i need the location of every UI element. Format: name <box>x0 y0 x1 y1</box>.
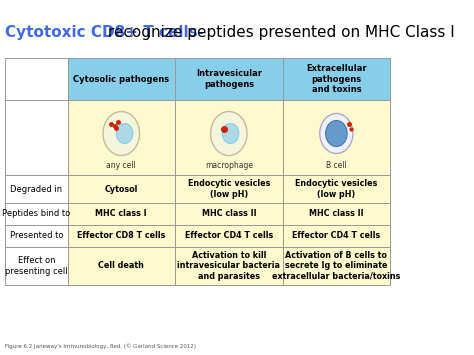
Bar <box>67 58 175 100</box>
Circle shape <box>222 124 239 143</box>
Text: Activation of B cells to
secrete Ig to eliminate
extracellular bacteria/toxins: Activation of B cells to secrete Ig to e… <box>272 251 401 281</box>
Bar <box>5 203 67 225</box>
Text: Cytotoxic CD8+ T cells-: Cytotoxic CD8+ T cells- <box>5 25 204 40</box>
Text: Effect on
presenting cell: Effect on presenting cell <box>5 256 68 276</box>
Text: Cytosol: Cytosol <box>105 185 138 193</box>
Text: Intravesicular
pathogens: Intravesicular pathogens <box>196 69 262 89</box>
Text: Endocytic vesicles
(low pH): Endocytic vesicles (low pH) <box>295 179 378 199</box>
Bar <box>67 100 175 175</box>
Circle shape <box>320 114 353 153</box>
Text: Peptides bind to: Peptides bind to <box>2 209 71 218</box>
Bar <box>175 247 283 285</box>
Text: Effector CD4 T cells: Effector CD4 T cells <box>292 231 381 240</box>
Circle shape <box>116 124 133 143</box>
Circle shape <box>210 111 247 155</box>
Text: MHC class I: MHC class I <box>95 209 147 218</box>
Bar <box>5 175 67 203</box>
Text: Degraded in: Degraded in <box>10 185 63 193</box>
Text: Effector CD8 T cells: Effector CD8 T cells <box>77 231 165 240</box>
Text: macrophage: macrophage <box>205 161 253 170</box>
Bar <box>283 225 390 247</box>
Bar <box>175 175 283 203</box>
Text: B cell: B cell <box>326 161 347 170</box>
Bar <box>175 58 283 100</box>
Bar <box>5 58 67 100</box>
Bar <box>5 100 67 175</box>
Text: MHC class II: MHC class II <box>201 209 256 218</box>
Bar <box>283 58 390 100</box>
Bar <box>67 203 175 225</box>
Text: Effector CD4 T cells: Effector CD4 T cells <box>185 231 273 240</box>
Text: Figure 6.2 Janeway's Immunobiology, 8ed. (© Garland Science 2012): Figure 6.2 Janeway's Immunobiology, 8ed.… <box>5 343 196 349</box>
Text: Cytosolic pathogens: Cytosolic pathogens <box>73 75 169 83</box>
Text: Endocytic vesicles
(low pH): Endocytic vesicles (low pH) <box>188 179 270 199</box>
Bar <box>283 175 390 203</box>
Text: Activation to kill
intravesicular bacteria
and parasites: Activation to kill intravesicular bacter… <box>177 251 280 281</box>
Bar <box>67 225 175 247</box>
Text: MHC class II: MHC class II <box>309 209 364 218</box>
Text: Cell death: Cell death <box>99 262 144 271</box>
Text: any cell: any cell <box>107 161 136 170</box>
Bar <box>67 175 175 203</box>
Bar <box>283 203 390 225</box>
Circle shape <box>103 111 139 155</box>
Text: recognize peptides presented on MHC Class I: recognize peptides presented on MHC Clas… <box>103 25 455 40</box>
Bar <box>283 100 390 175</box>
Bar <box>175 203 283 225</box>
Text: Presented to: Presented to <box>9 231 63 240</box>
Text: Extracellular
pathogens
and toxins: Extracellular pathogens and toxins <box>306 64 367 94</box>
Bar <box>67 247 175 285</box>
Bar <box>283 247 390 285</box>
Bar <box>5 247 67 285</box>
Circle shape <box>326 120 347 147</box>
Bar <box>175 100 283 175</box>
Bar <box>5 225 67 247</box>
Bar <box>175 225 283 247</box>
